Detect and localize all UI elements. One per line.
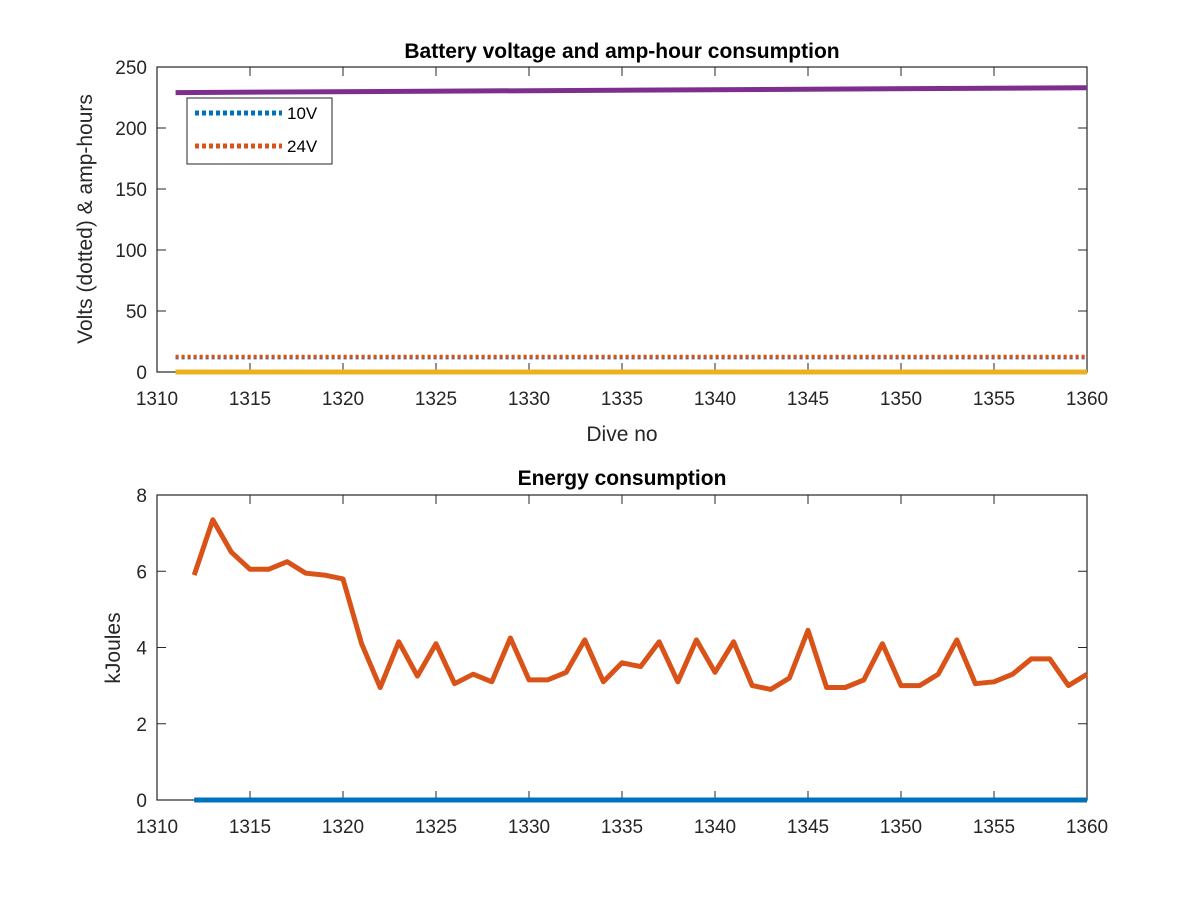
voltage-x-tick-label: 1345 <box>787 389 829 410</box>
energy-ticks: 1310 1315 1320 1325 1330 1335 1340 1345 1350 1355… <box>136 486 1108 838</box>
legend-label-10v: 10V <box>287 104 318 123</box>
voltage-x-tick-label: 1330 <box>508 389 550 410</box>
voltage-x-tick-label: 1360 <box>1066 389 1108 410</box>
voltage-chart-title: Battery voltage and amp-hour consumption <box>404 40 839 63</box>
energy-y-tick-label: 0 <box>136 791 147 812</box>
voltage-x-tick-label: 1325 <box>415 389 457 410</box>
energy-x-tick-label: 1350 <box>880 817 922 838</box>
energy-y-axis-label: kJoules <box>102 612 125 683</box>
voltage-x-tick-label: 1355 <box>973 389 1015 410</box>
energy-plot-area <box>156 494 1088 801</box>
voltage-axes: 1310 1315 1320 1325 1330 1335 1340 1345 1350 1355… <box>74 40 1108 446</box>
energy-x-tick-label: 1335 <box>601 817 643 838</box>
voltage-series-line-series-4 <box>175 85 1088 96</box>
energy-series-layer <box>191 517 1089 803</box>
voltage-y-tick-label: 50 <box>126 302 147 323</box>
energy-x-tick-label: 1330 <box>508 817 550 838</box>
energy-x-tick-label: 1320 <box>322 817 364 838</box>
energy-x-tick-label: 1315 <box>229 817 271 838</box>
voltage-y-tick-label: 150 <box>115 180 147 201</box>
voltage-x-axis-label: Dive no <box>586 423 657 446</box>
voltage-x-tick-label: 1310 <box>136 389 178 410</box>
energy-y-tick-label: 4 <box>136 639 147 660</box>
legend-label-24v: 24V <box>287 137 318 156</box>
voltage-y-tick-label: 100 <box>115 241 147 262</box>
voltage-x-tick-label: 1335 <box>601 389 643 410</box>
energy-x-tick-label: 1340 <box>694 817 736 838</box>
energy-chart-title: Energy consumption <box>518 467 727 490</box>
energy-y-tick-label: 2 <box>136 715 147 736</box>
voltage-y-tick-label: 250 <box>115 58 147 79</box>
energy-x-tick-label: 1325 <box>415 817 457 838</box>
voltage-x-tick-label: 1320 <box>322 389 364 410</box>
voltage-x-tick-label: 1350 <box>880 389 922 410</box>
voltage-x-tick-label: 1315 <box>229 389 271 410</box>
voltage-legend: 10V 24V <box>186 97 333 165</box>
voltage-ticks: 1310 1315 1320 1325 1330 1335 1340 1345 1350 1355… <box>115 58 1108 410</box>
energy-x-tick-label: 1345 <box>787 817 829 838</box>
voltage-y-axis-label: Volts (dotted) & amp-hours <box>74 94 97 344</box>
energy-axes: 1310 1315 1320 1325 1330 1335 1340 1345 1350 1355… <box>102 467 1108 838</box>
energy-x-tick-label: 1360 <box>1066 817 1108 838</box>
energy-y-tick-label: 8 <box>136 486 147 507</box>
energy-x-tick-label: 1355 <box>973 817 1015 838</box>
energy-x-tick-label: 1310 <box>136 817 178 838</box>
voltage-x-tick-label: 1340 <box>694 389 736 410</box>
voltage-y-tick-label: 200 <box>115 119 147 140</box>
energy-series-line-series-2 <box>191 517 1089 692</box>
energy-y-tick-label: 6 <box>136 562 147 583</box>
voltage-series-layer <box>175 85 1088 375</box>
legend-box <box>186 97 333 165</box>
voltage-y-tick-label: 0 <box>136 363 147 384</box>
